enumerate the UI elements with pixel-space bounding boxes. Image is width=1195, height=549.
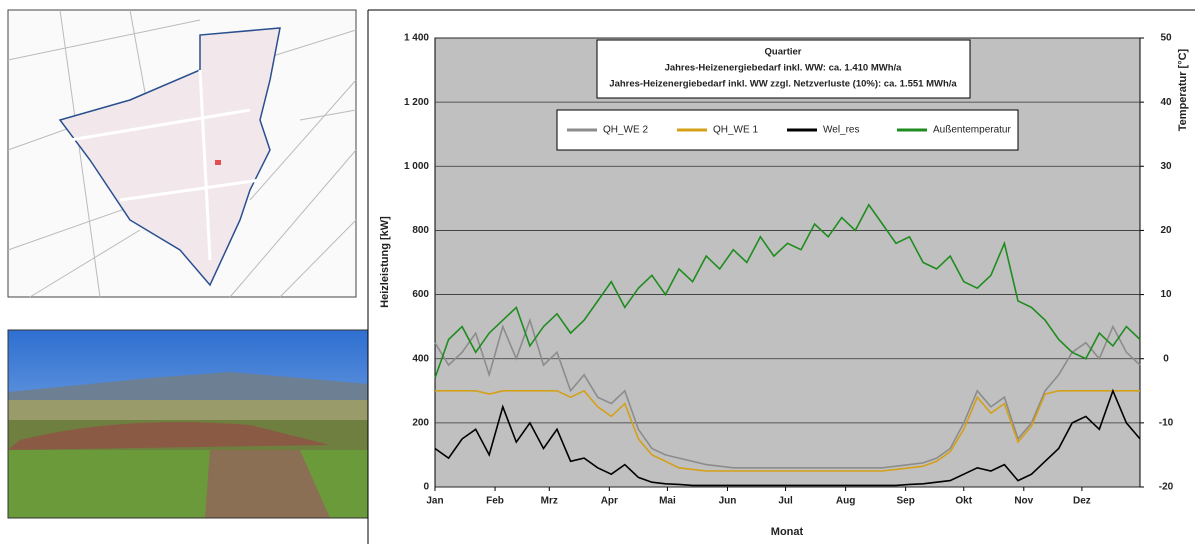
annotation: Quartier	[765, 47, 802, 58]
x-tick-label: Okt	[955, 496, 972, 507]
x-tick-label: Aug	[836, 496, 855, 507]
x-tick-label: Sep	[896, 496, 914, 507]
x-tick-label: Mrz	[541, 496, 558, 507]
series-line	[434, 203, 1141, 379]
y-tick-label: 600	[412, 289, 429, 300]
y2-tick-label: 0	[1163, 353, 1169, 364]
legend-label: Wel_res	[823, 125, 860, 136]
x-tick-label: Jun	[719, 496, 737, 507]
y2-tick-label: 10	[1160, 289, 1172, 300]
legend-label: Außentemperatur	[933, 125, 1011, 136]
legend-label: QH_WE 2	[603, 125, 648, 136]
annotation: Jahres-Heizenergiebedarf inkl. WW zzgl. …	[609, 79, 957, 90]
y-tick-label: 1 000	[404, 161, 429, 172]
annotation: Jahres-Heizenergiebedarf inkl. WW: ca. 1…	[665, 63, 903, 74]
y2-tick-label: 30	[1160, 161, 1172, 172]
annotation-box	[596, 39, 971, 99]
x-tick-label: Jul	[778, 496, 793, 507]
y-tick-label: 0	[423, 482, 429, 493]
photo-image	[7, 329, 369, 519]
y-tick-label: 800	[412, 225, 429, 236]
x-tick-label: Apr	[601, 496, 618, 507]
y-tick-label: 400	[412, 353, 429, 364]
x-tick-label: Nov	[1014, 496, 1033, 507]
x-axis-label: Monat	[771, 526, 804, 538]
x-tick-label: Dez	[1073, 496, 1091, 507]
x-tick-label: Mai	[659, 496, 676, 507]
legend-label: QH_WE 1	[713, 125, 758, 136]
x-tick-label: Jan	[426, 496, 443, 507]
series-line	[434, 317, 1141, 469]
x-tick-label: Feb	[486, 496, 504, 507]
y-tick-label: 200	[412, 417, 429, 428]
series-line	[434, 388, 1141, 487]
y-axis-label: Heizleistung [kW]	[379, 216, 391, 308]
y-tick-label: 1 200	[404, 97, 429, 108]
map-image	[7, 9, 357, 298]
y2-tick-label: 40	[1160, 97, 1172, 108]
series-line	[435, 389, 1140, 472]
y2-tick-label: -20	[1159, 482, 1174, 493]
chart: Heizleistung [kW] Temperatur [°C] Monat	[379, 48, 1189, 537]
y2-tick-label: -10	[1159, 417, 1174, 428]
y2-tick-label: 20	[1160, 225, 1172, 236]
y2-tick-label: 50	[1160, 33, 1172, 44]
y-tick-label: 1 400	[404, 33, 429, 44]
y2-axis-label: Temperatur [°C]	[1177, 48, 1189, 131]
